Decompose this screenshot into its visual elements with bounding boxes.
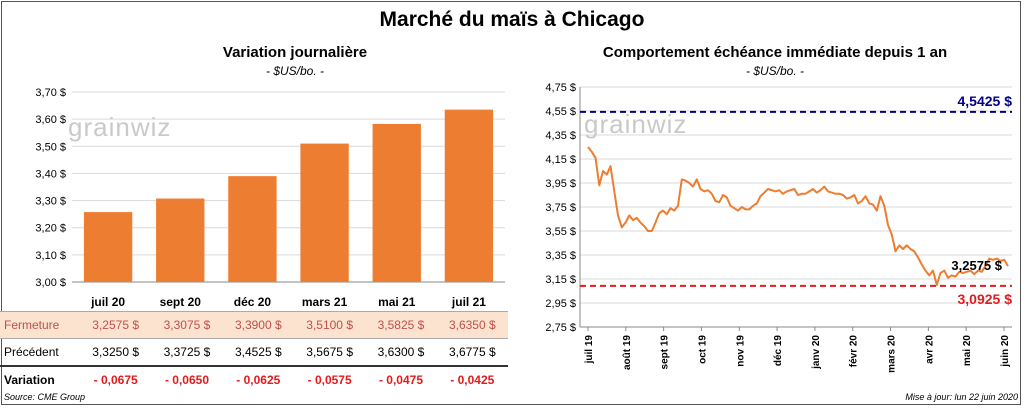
table-cell: - 0,0625 <box>236 373 281 387</box>
bar-y-tick: 3,20 $ <box>35 223 66 235</box>
bar <box>444 109 494 283</box>
watermark: grainwiz <box>584 109 687 139</box>
line-x-tick: juil 19 <box>584 335 595 365</box>
line-y-tick: 3,35 $ <box>545 250 576 262</box>
watermark: grainwiz <box>68 112 171 142</box>
line-x-tick: avr 20 <box>924 335 935 364</box>
row-label: Fermeture <box>0 311 80 339</box>
bar-y-tick: 3,10 $ <box>35 250 66 262</box>
line-chart: grainwiz 2,75 $ 2,95 $ 3,15 $ 3,35 $ 3,55 $ 3… <box>545 82 1013 373</box>
bar-x-label: mars 21 <box>302 295 348 309</box>
table-cell: 3,3900 $ <box>222 311 294 339</box>
bar <box>156 198 205 282</box>
bar-chart-title: Variation journalière <box>222 44 368 61</box>
table-cell: - 0,0650 <box>164 373 210 387</box>
line-y-tick: 4,75 $ <box>545 82 576 94</box>
bar-y-tick: 3,50 $ <box>35 141 66 153</box>
bar-y-tick: 3,70 $ <box>35 87 66 99</box>
line-x-tick: mai 20 <box>962 335 973 367</box>
table-cell: 3,3725 $ <box>151 338 223 367</box>
reference-label: 4,5425 $ <box>958 93 1013 109</box>
table-cell: 3,2575 $ <box>80 311 152 339</box>
bar-x-label: juil 20 <box>90 295 125 309</box>
price-series-line <box>587 146 1009 286</box>
table-cell: 3,4525 $ <box>222 338 294 367</box>
table-cell: 3,3250 $ <box>80 338 152 367</box>
line-x-tick: nov 19 <box>735 335 746 367</box>
table-cell: 3,5100 $ <box>293 311 366 339</box>
bar-chart: grainwiz 3,00 $ 3,10 $ 3,20 $ 3,30 $ 3,40 $ 3… <box>35 87 505 309</box>
bar <box>300 143 349 282</box>
table-cell: 3,5675 $ <box>293 338 366 367</box>
quote-table: Fermeture 3,2575 $3,3075 $3,3900 $3,5100 … <box>0 311 508 393</box>
bar-x-label: sept 20 <box>160 295 202 309</box>
bar-y-tick: 3,00 $ <box>35 277 66 289</box>
line-y-tick: 3,95 $ <box>545 178 576 190</box>
bar-x-label: juil 21 <box>451 295 486 309</box>
row-label: Variation <box>4 373 55 387</box>
line-chart-title: Comportement échéance immédiate depuis 1… <box>602 44 948 61</box>
table-cell: - 0,0425 <box>450 373 495 387</box>
line-x-tick: janv 20 <box>811 335 822 370</box>
line-x-tick: févr 20 <box>849 335 860 368</box>
change-row: Variation - 0,0675 - 0,0650 - 0,0625 - 0,057… <box>0 366 508 393</box>
table-cell: - 0,0675 <box>93 373 138 387</box>
line-y-tick: 3,15 $ <box>545 274 576 286</box>
line-y-tick: 3,55 $ <box>545 226 576 238</box>
line-y-tick: 2,75 $ <box>545 322 576 334</box>
bar-y-tick: 3,60 $ <box>35 114 66 126</box>
line-x-tick: août 19 <box>622 335 633 370</box>
main-title: Marché du maïs à Chicago <box>379 8 645 31</box>
bar <box>83 212 133 282</box>
table-cell: 3,3075 $ <box>151 311 223 339</box>
table-cell: 3,6775 $ <box>436 338 508 367</box>
bar-x-label: mai 21 <box>378 295 416 309</box>
table-cell: - 0,0575 <box>307 373 352 387</box>
bar <box>228 176 277 282</box>
line-y-tick: 3,75 $ <box>545 202 576 214</box>
line-x-tick: sept 19 <box>660 335 671 370</box>
bar <box>372 123 421 283</box>
reference-label: 3,0925 $ <box>958 291 1013 307</box>
line-x-tick: oct 19 <box>697 335 708 364</box>
previous-row: Précédent 3,3250 $3,3725 $3,4525 $3,5675 … <box>0 338 508 367</box>
table-cell: 3,6350 $ <box>436 311 508 339</box>
line-x-tick: déc 19 <box>773 335 784 367</box>
source-note: Source: CME Group <box>4 392 86 402</box>
bar-y-tick: 3,30 $ <box>35 196 66 208</box>
closing-row: Fermeture 3,2575 $3,3075 $3,3900 $3,5100 … <box>0 311 508 339</box>
table-cell: - 0,0475 <box>378 373 423 387</box>
line-x-tick: mars 20 <box>887 335 898 373</box>
bar-chart-unit: - $US/bo. - <box>265 64 325 78</box>
bar-x-label: déc 20 <box>234 295 272 309</box>
line-y-tick: 4,35 $ <box>545 130 576 142</box>
bar-y-tick: 3,40 $ <box>35 168 66 180</box>
line-chart-unit: - $US/bo. - <box>745 64 805 78</box>
line-y-tick: 2,95 $ <box>545 298 576 310</box>
table-cell: 3,5825 $ <box>365 311 437 339</box>
line-y-tick: 4,55 $ <box>545 106 576 118</box>
table-cell: 3,6300 $ <box>365 338 437 367</box>
last-price-label: 3,2575 $ <box>951 258 1002 273</box>
row-label: Précédent <box>0 338 80 367</box>
update-note: Mise à jour: lun 22 juin 2020 <box>905 392 1018 402</box>
line-y-tick: 4,15 $ <box>545 154 576 166</box>
line-x-tick: juin 20 <box>1000 335 1011 368</box>
